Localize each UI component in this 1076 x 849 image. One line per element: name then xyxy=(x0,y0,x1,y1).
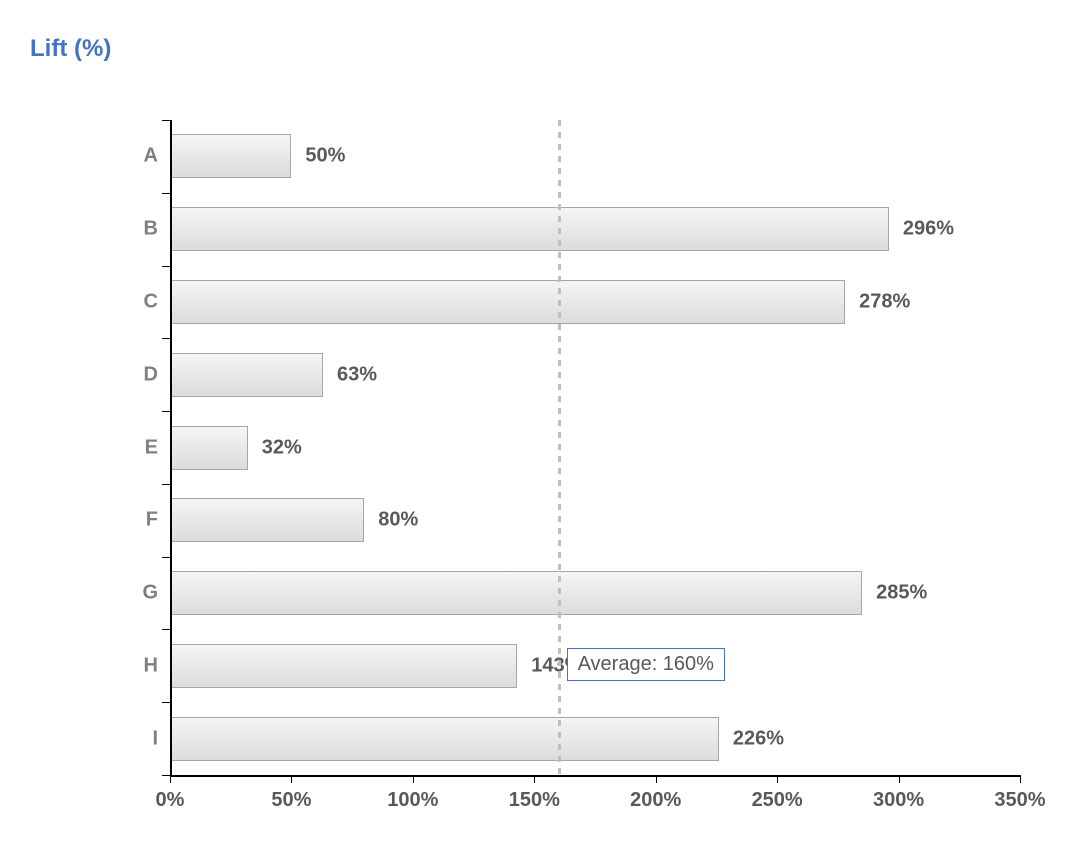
bar-value-label: 296% xyxy=(903,218,954,241)
x-axis-tick-label: 300% xyxy=(873,789,924,812)
average-label-box: Average: 160% xyxy=(567,648,725,681)
x-axis-tick xyxy=(413,775,414,783)
y-axis-category-label: E xyxy=(130,436,158,459)
bar-value-label: 285% xyxy=(876,582,927,605)
bar xyxy=(170,644,517,688)
y-axis-tick xyxy=(162,629,170,630)
y-axis-tick xyxy=(162,557,170,558)
y-axis-category-label: F xyxy=(130,509,158,532)
y-axis-tick xyxy=(162,775,170,776)
y-axis-tick xyxy=(162,193,170,194)
x-axis-tick-label: 350% xyxy=(994,789,1045,812)
y-axis-tick xyxy=(162,266,170,267)
y-axis-category-label: B xyxy=(130,218,158,241)
bar xyxy=(170,498,364,542)
y-axis-category-label: G xyxy=(130,582,158,605)
x-axis-tick xyxy=(656,775,657,783)
bar-value-label: 278% xyxy=(859,290,910,313)
bar xyxy=(170,571,862,615)
y-axis-tick xyxy=(162,411,170,412)
x-axis-tick xyxy=(170,775,171,783)
x-axis-tick xyxy=(534,775,535,783)
average-line xyxy=(557,120,562,775)
x-axis-tick xyxy=(899,775,900,783)
y-axis-tick xyxy=(162,338,170,339)
y-axis-category-label: H xyxy=(130,654,158,677)
x-axis-tick xyxy=(291,775,292,783)
y-axis-tick xyxy=(162,702,170,703)
y-axis-category-label: C xyxy=(130,290,158,313)
y-axis-tick xyxy=(162,120,170,121)
chart-title: Lift (%) xyxy=(30,35,111,63)
y-axis-line xyxy=(170,120,172,776)
bar-value-label: 50% xyxy=(305,145,345,168)
bar xyxy=(170,426,248,470)
x-axis-tick-label: 50% xyxy=(271,789,311,812)
x-axis-tick xyxy=(777,775,778,783)
bar xyxy=(170,280,845,324)
x-axis-line xyxy=(170,775,1021,777)
bar-value-label: 32% xyxy=(262,436,302,459)
y-axis-category-label: A xyxy=(130,145,158,168)
bar-value-label: 80% xyxy=(378,509,418,532)
y-axis-category-label: D xyxy=(130,363,158,386)
x-axis-tick-label: 0% xyxy=(156,789,185,812)
y-axis-tick xyxy=(162,484,170,485)
bar-value-label: 63% xyxy=(337,363,377,386)
bar xyxy=(170,717,719,761)
x-axis-tick-label: 200% xyxy=(630,789,681,812)
x-axis-tick-label: 100% xyxy=(387,789,438,812)
x-axis-tick-label: 250% xyxy=(752,789,803,812)
bar xyxy=(170,353,323,397)
x-axis-tick-label: 150% xyxy=(509,789,560,812)
bar xyxy=(170,207,889,251)
y-axis-category-label: I xyxy=(130,727,158,750)
bar xyxy=(170,134,291,178)
bar-value-label: 226% xyxy=(733,727,784,750)
x-axis-tick xyxy=(1020,775,1021,783)
